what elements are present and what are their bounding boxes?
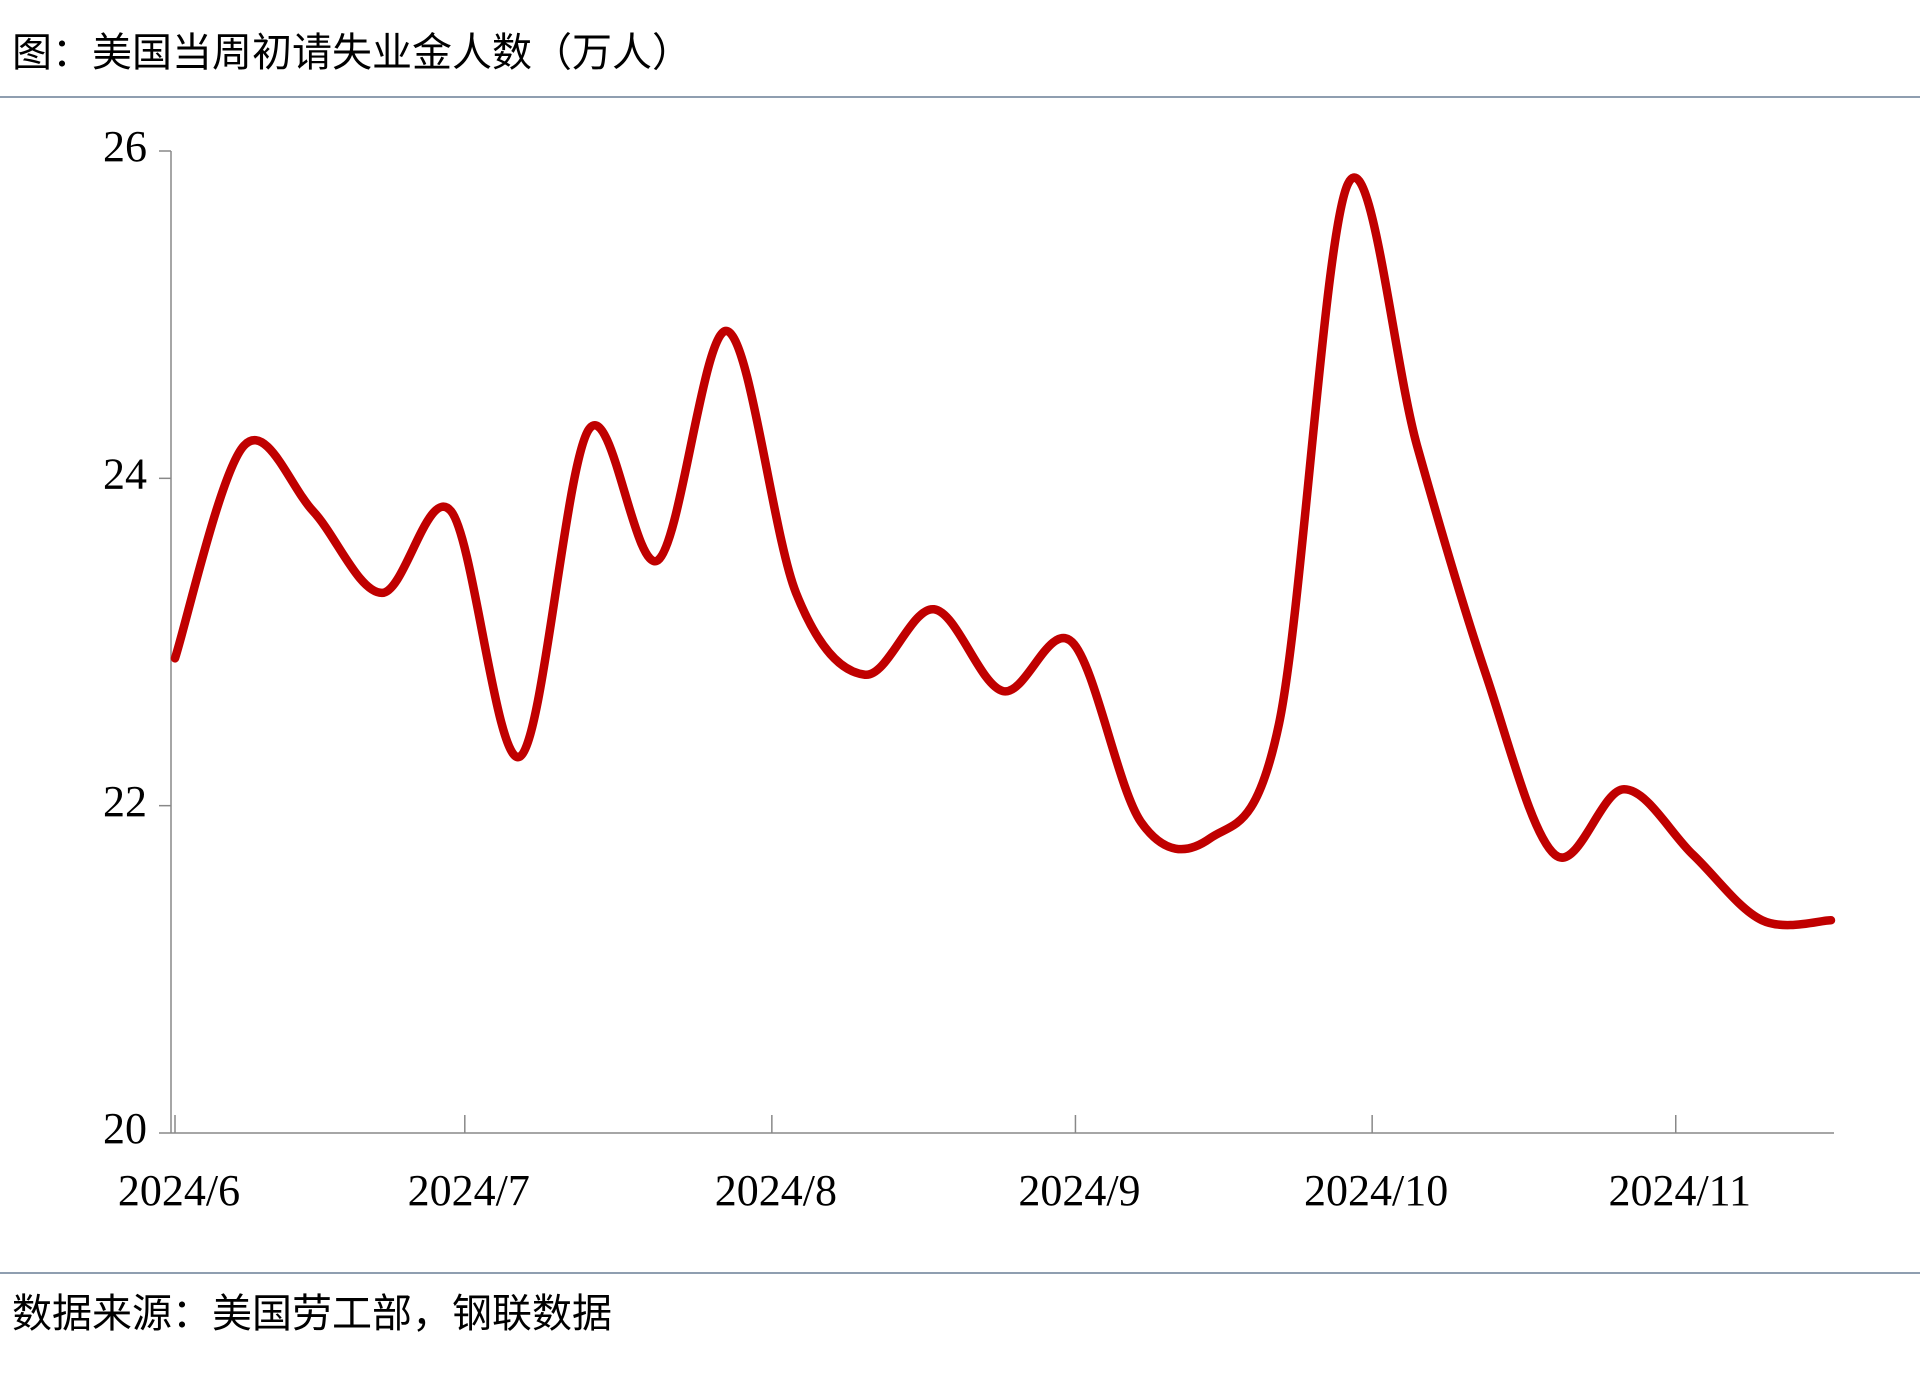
y-tick-label: 22 bbox=[103, 777, 147, 826]
y-tick-label: 26 bbox=[103, 122, 147, 171]
chart-title: 图：美国当周初请失业金人数（万人） bbox=[12, 30, 692, 76]
x-tick-label: 2024/7 bbox=[408, 1166, 530, 1215]
x-tick-label: 2024/6 bbox=[118, 1166, 240, 1215]
x-tick-label: 2024/10 bbox=[1304, 1166, 1448, 1215]
series-line bbox=[170, 173, 1836, 930]
y-tick-label: 20 bbox=[103, 1104, 147, 1153]
x-tick-label: 2024/8 bbox=[715, 1166, 837, 1215]
x-tick-label: 2024/11 bbox=[1608, 1166, 1751, 1215]
x-tick-label: 2024/9 bbox=[1018, 1166, 1140, 1215]
source-note: 数据来源：美国劳工部，钢联数据 bbox=[12, 1291, 612, 1337]
y-tick-label: 24 bbox=[103, 449, 147, 498]
